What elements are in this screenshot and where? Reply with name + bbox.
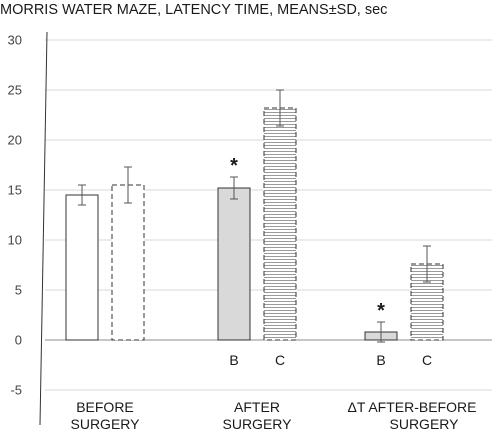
y-tick-label: 10 [8, 233, 22, 248]
bar-group-letter: C [275, 352, 285, 368]
significance-star: * [230, 155, 238, 177]
chart-title: MORRIS WATER MAZE, LATENCY TIME, MEANS±S… [0, 2, 388, 18]
x-category-label: BEFORE SURGERY [71, 399, 141, 432]
x-category-label: AFTER SURGERY [223, 399, 293, 432]
y-tick-label: 5 [15, 283, 22, 298]
y-axis: -5 0 5 10 15 20 25 30 [8, 31, 48, 426]
bar [263, 107, 297, 341]
y-tick-label: 0 [15, 333, 22, 348]
y-axis-line [39, 31, 48, 426]
y-tick-label: 25 [8, 83, 22, 98]
y-tick-label: 30 [8, 33, 22, 48]
bar-group-letter: B [376, 352, 385, 368]
y-tick-label: 15 [8, 183, 22, 198]
bars: ** [65, 89, 444, 343]
bar-group-letter: C [422, 352, 432, 368]
y-tick-label: -5 [10, 383, 22, 398]
category-labels: B C B C BEFORE SURGERY AFTER SURGERY ΔT AFTER-BE… [71, 352, 477, 432]
y-tick-label: 20 [8, 133, 22, 148]
x-category-label: ΔT AFTER-BEFORE SURGERY [348, 399, 477, 432]
bar [217, 187, 251, 341]
significance-star: * [377, 300, 385, 322]
bar-group-letter: B [229, 352, 238, 368]
bar [65, 194, 99, 341]
bar [111, 184, 145, 341]
